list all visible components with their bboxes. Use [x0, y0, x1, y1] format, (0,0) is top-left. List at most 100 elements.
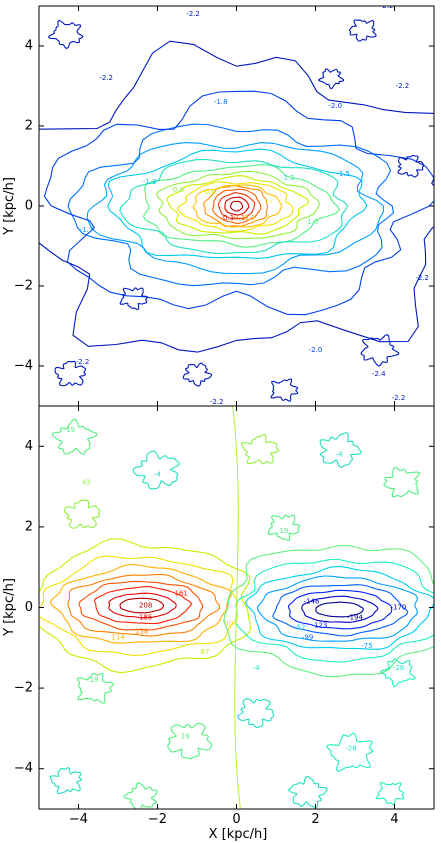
contour-line	[272, 584, 409, 637]
contour-island	[326, 732, 374, 772]
contour-line	[93, 585, 193, 625]
contour-island	[48, 19, 84, 50]
contour-island	[267, 514, 301, 542]
contour-line	[107, 148, 368, 259]
contour-label: -2.4	[372, 370, 386, 378]
top-y-axis-label: Y [kpc/h]	[2, 177, 17, 236]
contour-island	[318, 68, 345, 90]
contour-line	[67, 123, 395, 287]
contour-island	[375, 781, 405, 805]
contour-label: -4	[336, 450, 344, 458]
contour-label: -0.1	[232, 214, 246, 222]
contour-label: 138	[135, 628, 148, 636]
contour-label: -2.2	[186, 10, 200, 18]
contour-island	[119, 287, 149, 311]
contour-label: -99	[302, 634, 313, 642]
contour-line	[156, 170, 321, 240]
contour-island	[76, 672, 115, 704]
contour-island	[167, 722, 213, 760]
contour-label: 185	[139, 614, 152, 622]
x-tick-label: 2	[311, 812, 319, 827]
contour-label: -2.0	[309, 346, 323, 354]
contour-island	[237, 698, 275, 728]
y-tick-label: 4	[25, 39, 33, 54]
contour-line	[86, 142, 385, 275]
contour-label: -146	[304, 597, 320, 605]
contour-island	[379, 658, 416, 688]
contour-label: -52	[294, 624, 305, 632]
contour-line	[245, 565, 434, 650]
contour-island	[132, 450, 180, 490]
contour-line	[212, 188, 262, 224]
contour-label: 19	[279, 527, 288, 535]
bottom-y-axis-label: Y [kpc/h]	[2, 578, 17, 637]
contour-label: -75	[361, 642, 372, 650]
contour-line	[232, 406, 241, 809]
contour-line	[39, 555, 239, 657]
contour-label: -194	[347, 614, 363, 622]
y-tick-label: −2	[14, 681, 33, 696]
contour-island	[270, 378, 299, 402]
contour-line	[119, 597, 165, 614]
contour-label: -2.2	[210, 398, 224, 406]
contour-label: 208	[139, 601, 152, 609]
contour-island	[287, 775, 328, 808]
contour-line	[229, 200, 244, 212]
contour-label: 0.1	[223, 214, 234, 222]
contour-label: 19	[90, 676, 99, 684]
bottom-x-axis-label: X [kpc/h]	[209, 827, 268, 842]
contour-label: -2.2	[392, 394, 406, 402]
y-tick-label: 2	[25, 519, 33, 534]
contour-line	[142, 164, 341, 248]
contour-line	[192, 184, 283, 228]
contour-island	[54, 360, 87, 387]
bottom-plot-area: 208 185 161 138 114 90 67 43 19 19 19 19 -4 -4 -4 -28 -2…	[39, 406, 434, 809]
contour-island	[63, 499, 101, 529]
contour-label: -28	[345, 745, 356, 753]
contour-island	[383, 466, 421, 498]
contour-label: -28	[393, 664, 404, 672]
y-tick-label: 0	[25, 600, 33, 615]
contour-label: -0.6	[202, 188, 216, 196]
contour-island	[348, 19, 377, 42]
y-tick-label: 0	[25, 199, 33, 214]
contour-line	[78, 580, 204, 631]
contour-line	[257, 575, 419, 642]
contour-line	[108, 592, 177, 619]
bottom-x-ticks: −4 −2 0 2 4	[69, 406, 399, 827]
contour-line	[287, 589, 393, 630]
contour-label: 67	[200, 648, 209, 656]
contour-line	[301, 595, 379, 623]
contour-island	[51, 418, 98, 456]
contour-island	[397, 154, 425, 178]
contour-label: -1.5	[336, 170, 350, 178]
contour-island	[123, 782, 158, 809]
contour-label: -2.0	[328, 102, 342, 110]
contour-line	[315, 601, 364, 618]
x-tick-label: −2	[148, 812, 167, 827]
contour-label: 90	[224, 620, 233, 628]
contour-line	[39, 538, 252, 674]
x-tick-label: 4	[390, 812, 398, 827]
contour-line	[39, 40, 434, 353]
y-tick-label: −4	[14, 359, 33, 374]
contour-island	[49, 766, 83, 795]
contour-line	[223, 544, 434, 678]
contour-label: -2.2	[415, 274, 429, 282]
contour-line	[177, 181, 294, 233]
contour-label: -1.2	[281, 174, 295, 182]
contour-line	[217, 192, 256, 220]
contour-line	[235, 558, 434, 663]
contour-line	[119, 158, 349, 254]
y-tick-label: −2	[14, 279, 33, 294]
contour-label: 19	[66, 426, 75, 434]
contour-island	[319, 432, 362, 469]
contour-label: -123	[312, 622, 328, 630]
contour-label: -170	[391, 604, 407, 612]
contour-label: 19	[181, 732, 190, 740]
contour-label: -4	[253, 664, 261, 672]
x-tick-label: −4	[69, 812, 88, 827]
contour-label: -1.8	[214, 98, 228, 106]
contour-label: -1.7	[80, 226, 94, 234]
